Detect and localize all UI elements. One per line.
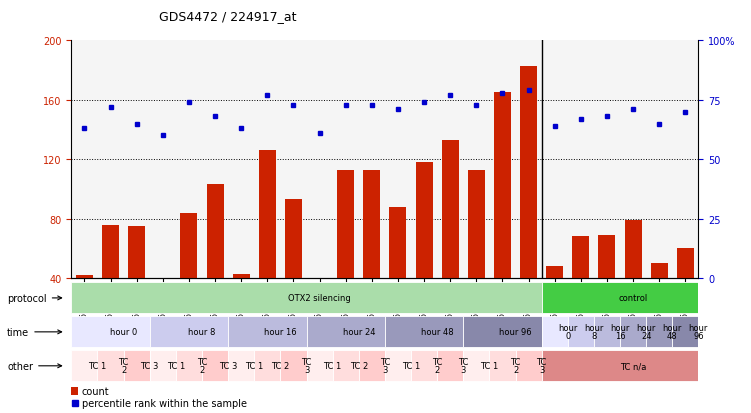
Bar bbox=[149, 317, 228, 347]
Text: TC
3: TC 3 bbox=[536, 358, 547, 374]
Text: hour 16: hour 16 bbox=[264, 328, 297, 337]
Text: TC 1: TC 1 bbox=[245, 361, 264, 370]
Bar bbox=[180, 213, 198, 338]
Bar bbox=[259, 151, 276, 338]
Text: TC 2: TC 2 bbox=[271, 361, 289, 370]
Text: hour
48: hour 48 bbox=[662, 324, 682, 340]
Bar bbox=[442, 140, 459, 338]
Text: TC
2: TC 2 bbox=[197, 358, 207, 374]
Bar bbox=[541, 283, 698, 313]
Bar bbox=[207, 185, 224, 338]
Bar bbox=[646, 317, 672, 347]
Bar bbox=[202, 351, 228, 381]
Text: TC n/a: TC n/a bbox=[620, 361, 647, 370]
Text: TC
2: TC 2 bbox=[119, 358, 128, 374]
Text: protocol: protocol bbox=[8, 293, 62, 303]
Bar bbox=[411, 351, 437, 381]
Bar bbox=[306, 351, 333, 381]
Bar bbox=[285, 200, 302, 338]
Text: TC
3: TC 3 bbox=[380, 358, 390, 374]
Text: TC 1: TC 1 bbox=[481, 361, 499, 370]
Bar bbox=[71, 351, 98, 381]
Text: TC
2: TC 2 bbox=[511, 358, 520, 374]
Bar bbox=[625, 221, 641, 338]
Bar bbox=[599, 235, 616, 338]
Text: TC 2: TC 2 bbox=[350, 361, 368, 370]
Bar bbox=[515, 351, 541, 381]
Bar bbox=[280, 351, 306, 381]
Bar bbox=[520, 66, 537, 338]
Bar bbox=[359, 351, 385, 381]
Text: hour
8: hour 8 bbox=[584, 324, 604, 340]
Bar bbox=[385, 351, 411, 381]
Bar bbox=[541, 351, 698, 381]
Bar bbox=[677, 249, 694, 338]
Bar bbox=[98, 351, 124, 381]
Bar bbox=[415, 163, 433, 338]
Bar bbox=[154, 281, 171, 338]
Text: OTX2 silencing: OTX2 silencing bbox=[288, 294, 351, 303]
Bar bbox=[149, 351, 176, 381]
Bar bbox=[128, 226, 145, 338]
Text: hour 24: hour 24 bbox=[342, 328, 375, 337]
Bar bbox=[363, 170, 380, 338]
Bar bbox=[468, 170, 485, 338]
Bar bbox=[494, 93, 511, 338]
Text: time: time bbox=[8, 327, 62, 337]
Bar bbox=[176, 351, 202, 381]
Text: hour
0: hour 0 bbox=[558, 324, 578, 340]
Text: TC 1: TC 1 bbox=[402, 361, 420, 370]
Bar bbox=[572, 237, 590, 338]
Bar bbox=[337, 170, 354, 338]
Text: other: other bbox=[8, 361, 62, 371]
Bar bbox=[672, 317, 698, 347]
Bar bbox=[594, 317, 620, 347]
Bar bbox=[71, 283, 541, 313]
Bar bbox=[71, 387, 78, 395]
Text: TC 3: TC 3 bbox=[140, 361, 159, 370]
Bar bbox=[102, 225, 119, 338]
Bar bbox=[463, 351, 490, 381]
Bar bbox=[541, 317, 568, 347]
Bar bbox=[651, 263, 668, 338]
Text: TC
2: TC 2 bbox=[432, 358, 442, 374]
Text: count: count bbox=[82, 386, 110, 396]
Text: GDS4472 / 224917_at: GDS4472 / 224917_at bbox=[159, 10, 297, 23]
Bar bbox=[311, 280, 328, 338]
Bar bbox=[233, 274, 249, 338]
Text: TC 1: TC 1 bbox=[167, 361, 185, 370]
Text: hour
16: hour 16 bbox=[611, 324, 630, 340]
Bar bbox=[333, 351, 359, 381]
Bar bbox=[490, 351, 515, 381]
Bar bbox=[546, 266, 563, 338]
Text: TC 3: TC 3 bbox=[219, 361, 237, 370]
Text: TC
3: TC 3 bbox=[458, 358, 469, 374]
Bar bbox=[306, 317, 385, 347]
Text: hour 48: hour 48 bbox=[421, 328, 454, 337]
Bar bbox=[76, 275, 93, 338]
Bar bbox=[620, 317, 646, 347]
Bar bbox=[228, 317, 306, 347]
Text: control: control bbox=[619, 294, 647, 303]
Text: TC
3: TC 3 bbox=[301, 358, 312, 374]
Text: hour
96: hour 96 bbox=[689, 324, 708, 340]
Bar bbox=[124, 351, 149, 381]
Bar bbox=[463, 317, 541, 347]
Bar bbox=[228, 351, 255, 381]
Bar bbox=[385, 317, 463, 347]
Text: TC 1: TC 1 bbox=[324, 361, 342, 370]
Bar bbox=[255, 351, 280, 381]
Bar bbox=[437, 351, 463, 381]
Bar bbox=[390, 207, 406, 338]
Text: TC 1: TC 1 bbox=[89, 361, 107, 370]
Text: hour 96: hour 96 bbox=[499, 328, 532, 337]
Text: hour
24: hour 24 bbox=[637, 324, 656, 340]
Text: hour 8: hour 8 bbox=[189, 328, 216, 337]
Bar bbox=[71, 317, 149, 347]
Bar bbox=[568, 317, 594, 347]
Text: hour 0: hour 0 bbox=[110, 328, 137, 337]
Text: percentile rank within the sample: percentile rank within the sample bbox=[82, 399, 247, 408]
